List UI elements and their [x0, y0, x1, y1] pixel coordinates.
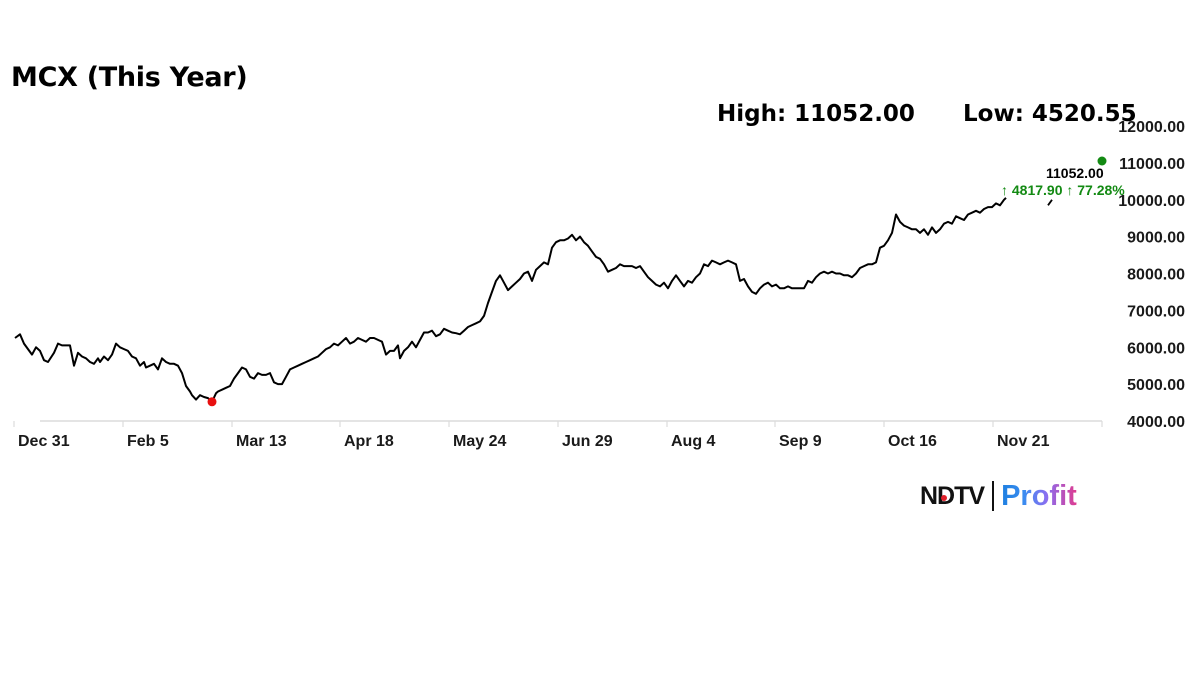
ndtv-red-dot-icon: [941, 494, 947, 501]
ndtv-text: NDTV: [920, 481, 985, 510]
y-tick-label: 9000.00: [1127, 230, 1185, 247]
last-value-label: 11052.00: [1046, 165, 1104, 181]
y-tick-label: 4000.00: [1127, 414, 1185, 431]
x-tick-label: Jun 29: [562, 433, 613, 450]
high-point-marker: [1097, 156, 1107, 166]
y-tick-label: 7000.00: [1127, 303, 1185, 320]
y-tick-label: 6000.00: [1127, 340, 1185, 357]
x-tick-label: Aug 4: [671, 433, 716, 450]
low-value-label: Low: 4520.55: [963, 101, 1137, 127]
x-tick-label: Nov 21: [997, 433, 1050, 450]
price-line: [14, 197, 1007, 403]
x-tick-label: Dec 31: [18, 433, 70, 450]
logo-divider: [992, 481, 995, 511]
price-line-tail: [1047, 199, 1053, 206]
x-tick-label: May 24: [453, 433, 506, 450]
x-tick-label: Mar 13: [236, 433, 287, 450]
x-axis: Dec 31 Feb 5 Mar 13 Apr 18 May 24 Jun 29 Aug 4…: [13, 420, 1103, 450]
chart-title: MCX (This Year): [11, 62, 248, 93]
y-tick-label: 5000.00: [1127, 377, 1185, 394]
high-value-label: High: 11052.00: [717, 101, 915, 127]
y-tick-label: 8000.00: [1127, 267, 1185, 284]
y-tick-label: 10000.00: [1118, 193, 1185, 210]
x-tick-label: Apr 18: [344, 433, 394, 450]
y-tick-label: 11000.00: [1119, 156, 1185, 173]
x-tick-label: Sep 9: [779, 433, 822, 450]
low-point-marker: [207, 397, 217, 407]
x-tick-label: Oct 16: [888, 433, 937, 450]
x-tick-label: Feb 5: [127, 433, 169, 450]
ndtv-wordmark: NDTV: [920, 481, 985, 511]
change-label: ↑ 4817.90 ↑ 77.28%: [1001, 182, 1125, 198]
profit-wordmark: Profit: [1001, 479, 1077, 512]
ndtv-profit-logo: NDTV Profit: [920, 478, 1077, 514]
y-tick-label: 12000.00: [1118, 119, 1185, 136]
y-axis: 12000.00 11000.00 10000.00 9000.00 8000.00 70…: [1118, 119, 1185, 431]
